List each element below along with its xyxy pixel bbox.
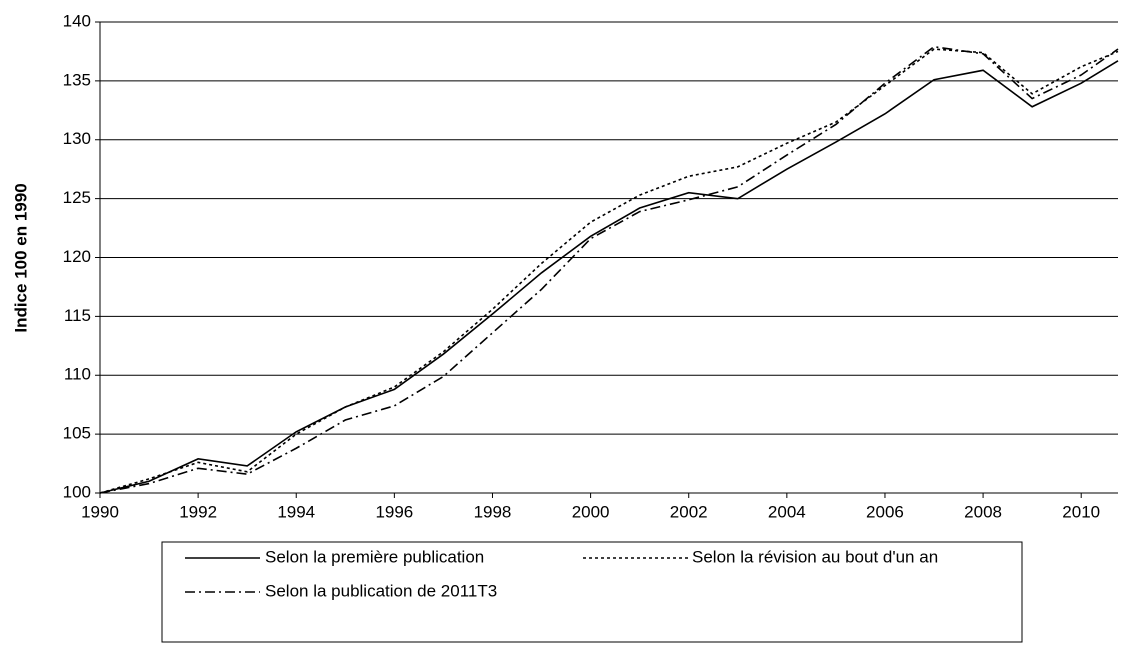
legend-label: Selon la révision au bout d'un an (692, 547, 938, 566)
series-line (99, 48, 1119, 494)
x-tick-label: 1992 (179, 502, 217, 521)
y-tick-label: 135 (63, 70, 91, 89)
x-tick-label: 2010 (1062, 502, 1100, 521)
legend-label: Selon la publication de 2011T3 (265, 581, 497, 600)
x-tick-label: 1990 (81, 502, 119, 521)
legend-label: Selon la première publication (265, 547, 484, 566)
x-tick-label: 1998 (474, 502, 512, 521)
y-tick-label: 105 (63, 424, 91, 443)
x-tick-label: 2006 (866, 502, 904, 521)
x-tick-label: 1996 (375, 502, 413, 521)
x-tick-label: 2002 (670, 502, 708, 521)
y-tick-label: 140 (63, 11, 91, 30)
y-axis-label: Indice 100 en 1990 (11, 183, 30, 332)
series-line (99, 60, 1119, 494)
y-tick-label: 130 (63, 129, 91, 148)
y-tick-label: 100 (63, 482, 91, 501)
y-tick-label: 115 (64, 306, 91, 325)
series-line (99, 45, 1119, 494)
x-tick-label: 2008 (964, 502, 1002, 521)
x-tick-label: 2004 (768, 502, 806, 521)
x-tick-label: 1994 (277, 502, 315, 521)
x-tick-label: 2000 (572, 502, 610, 521)
y-tick-label: 125 (63, 188, 91, 207)
y-tick-label: 120 (63, 247, 91, 266)
legend-box (161, 541, 1023, 643)
y-tick-label: 110 (64, 365, 91, 384)
